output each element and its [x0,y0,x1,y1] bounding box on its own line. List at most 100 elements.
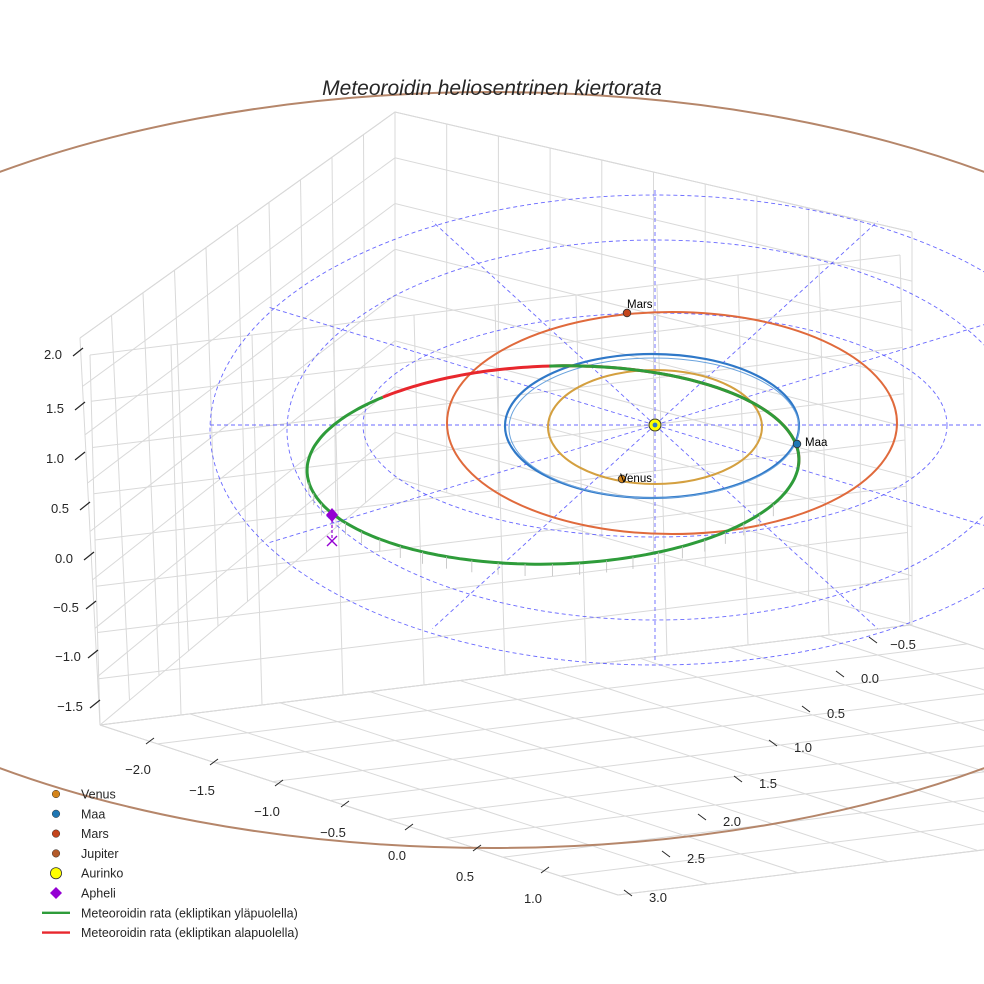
z-tick-label: 1.0 [46,451,64,466]
wall-grid-line [96,485,907,587]
legend-label: Apheli [81,887,116,901]
polar-reference-grid [209,190,984,666]
orbit-mars [446,311,898,535]
orbit-jupiter [0,91,984,849]
z-tick-label: 0.5 [51,501,69,516]
legend-item: Meteoroidin rata (ekliptikan yläpuolella… [42,906,298,920]
axes-grid [79,111,984,896]
sun-center-dot [652,422,658,428]
floor-grid-line [549,668,984,813]
orbits-layer [0,91,984,849]
z-tick-label: 1.5 [46,401,64,416]
wall-grid-line [84,202,913,436]
floor-grid-line [215,667,984,764]
polar-ring [209,194,984,666]
planet-label-venus: Venus [620,473,652,485]
planet-maa [792,439,802,449]
wall-grid-line [87,248,913,484]
drop-lines [308,482,774,577]
legend-item: Maa [51,807,105,821]
markers-layer: Mars Maa Venus [326,299,828,547]
planet-label-maa: Maa [805,437,828,449]
legend-label: Aurinko [81,867,123,881]
x-tick-mark [209,758,219,766]
legend-circle-swatch [51,849,61,858]
wall-grid-line [92,340,913,581]
z-tick-label: 0.0 [55,551,73,566]
floor-grid-line [459,680,979,852]
wall-grid-line [92,347,903,448]
x-tick-label: 0.5 [456,869,474,884]
y-tick-mark [868,636,878,644]
aphelion-marker [326,508,338,522]
chart-title: Meteoroidin heliosentrinen kiertorata [322,77,662,100]
orbit-venus [547,369,763,485]
x-tick-mark [404,823,414,831]
polar-spoke [654,424,878,629]
y-tick-mark [733,775,743,783]
z-tick-label: −1.0 [55,649,81,664]
z-tick-label: 2.0 [44,347,62,362]
polar-spoke [432,221,656,426]
wall-grid-line [98,578,909,680]
planet-mars [622,308,632,318]
y-tick-mark [768,739,778,747]
z-tick-label: −1.5 [57,699,83,714]
wall-grid-line [99,624,911,726]
z-tick-label: −0.5 [53,600,79,615]
y-tick-label: 2.5 [687,851,705,866]
meteoroid-orbit-above-2 [549,364,801,467]
z-tick-mark [72,347,84,357]
legend-label: Meteoroidin rata (ekliptikan alapuolella… [81,926,298,940]
legend: Venus Maa Mars Jupiter Aurinko Apheli Meteoroi… [42,788,298,940]
x-tick-label: 0.0 [388,848,406,863]
z-tick-mark [74,451,86,461]
z-tick-mark [87,649,99,659]
polar-ring [362,312,948,538]
legend-item: Apheli [50,887,116,901]
legend-item: Meteoroidin rata (ekliptikan alapuolella… [42,926,298,940]
wall-grid-line [94,439,906,541]
floor-grid-line [639,657,984,772]
floor-grid-line [387,745,984,820]
x-tick-mark [145,737,155,745]
legend-label: Jupiter [81,847,119,861]
y-tick-label: 1.5 [759,776,777,791]
wall-grid-line [99,477,913,726]
legend-item: Jupiter [51,847,119,861]
z-tick-mark [89,699,101,709]
floor-grid-line [445,771,984,839]
legend-label: Maa [81,807,105,821]
legend-label: Meteoroidin rata (ekliptikan yläpuolella… [81,906,298,920]
y-tick-mark [801,705,811,713]
floor-grid-line [189,713,709,885]
legend-item: Mars [51,827,109,841]
floor-grid-line [279,702,799,874]
top-edge [79,111,913,339]
polar-spoke [654,221,878,426]
polar-ring [286,239,984,621]
floor-grid-line [157,643,968,745]
x-tick-label: 1.0 [524,891,542,906]
y-tick-mark [835,670,845,678]
wall-grid-line [89,254,901,356]
legend-item: Venus [51,788,116,802]
floor-pane [99,624,984,896]
floor-grid-line [99,724,619,896]
legend-label: Mars [81,827,109,841]
y-tick-label: 0.0 [861,671,879,686]
y-tick-mark [697,813,707,821]
z-tick-mark [85,600,97,610]
legend-circle-swatch [51,789,61,799]
y-tick-label: 3.0 [649,890,667,905]
floor-grid-line [272,693,984,783]
x-tick-label: −1.5 [189,783,215,798]
wall-grid-line [82,157,913,387]
x-tick-label: −0.5 [320,825,346,840]
x-tick-mark [540,866,550,874]
y-tick-mark [623,889,633,897]
wall-grid-line [94,385,913,629]
x-tick-label: −1.0 [254,804,280,819]
y-tick-label: 1.0 [794,740,812,755]
axis-ticks: −2.0 −1.5 −1.0 −0.5 0.0 0.5 1.0 −0.5 0.0 0.5 1.0 1.… [44,347,916,906]
